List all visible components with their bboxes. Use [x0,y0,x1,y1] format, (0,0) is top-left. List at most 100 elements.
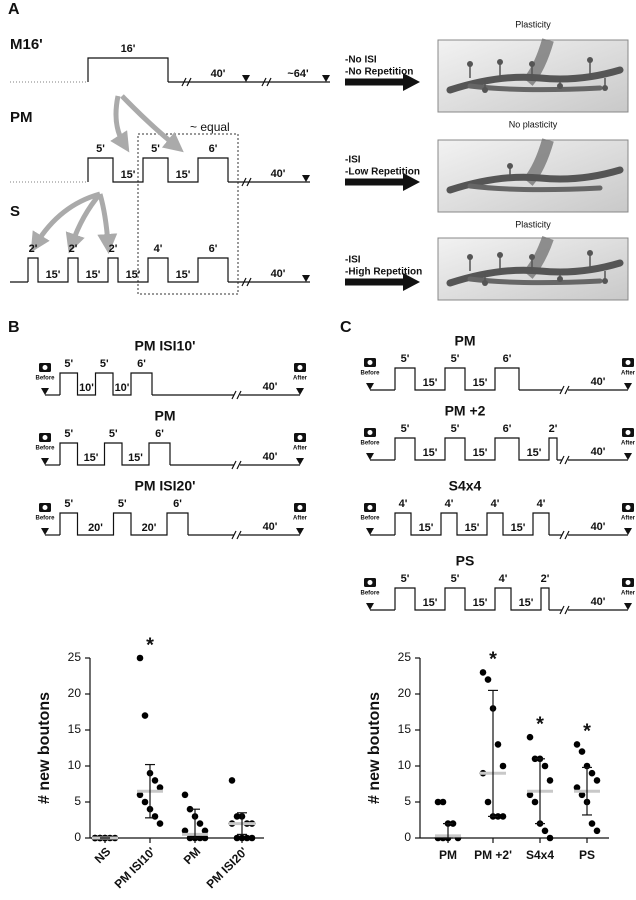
camera-lens [42,435,48,440]
time-marker [242,75,250,82]
pulse-duration: 5' [96,143,105,155]
time-marker [41,388,49,395]
data-point [588,820,596,827]
dendrite [446,259,624,287]
effect-text: -Low Repetition [345,167,420,178]
camera-lens [297,365,303,370]
protocol-trace [87,57,169,82]
interval-duration: 15' [527,447,542,459]
interval-duration: 15' [84,452,99,464]
tail-duration: 40' [271,168,286,180]
protocol-name: M16' [10,36,43,53]
pulse-duration: 5' [109,428,118,440]
interval-duration: 20' [142,522,157,534]
protocol-name: PM [10,109,33,126]
bouton [602,85,608,91]
camera-label: Before [360,371,380,377]
dendrite [467,276,603,286]
protocol-title: PM [455,333,476,349]
data-point [248,834,256,842]
camera-lens [42,365,48,370]
tail-duration: 40' [263,521,278,533]
pulse-duration: 6' [173,498,182,510]
dendrite [467,183,603,193]
pulse-duration: 6' [503,353,512,365]
significance-marker: * [583,721,591,743]
data-point [136,654,144,662]
time-marker [624,453,632,460]
pulse-duration: 5' [151,143,160,155]
camera-lens [297,435,303,440]
pulse-duration: 4' [491,498,500,510]
camera-label: After [293,376,308,382]
bouton [482,87,488,93]
y-tick-label: 10 [398,758,412,772]
data-point [573,741,581,748]
camera-lens [367,505,373,510]
camera-label: After [621,516,636,522]
camera-lens [367,580,373,585]
protocol-title: PM ISI10' [135,338,196,354]
time-marker [624,603,632,610]
interval-duration: 10' [79,382,94,394]
camera-label: After [293,446,308,452]
y-axis-label: # new boutons [36,692,53,804]
tail-duration: 40' [263,451,278,463]
data-point [243,834,251,842]
data-point [588,769,596,777]
interval-duration: 15' [473,377,488,389]
camera-lens [625,430,631,435]
time-marker [41,458,49,465]
bouton [557,83,563,89]
axis-break [564,455,570,465]
protocol-trace [394,367,520,391]
interval-duration: 10' [115,382,130,394]
axis-break [236,460,242,470]
camera-lens [42,505,48,510]
pulse-duration: 5' [401,573,410,585]
pulse-duration: 5' [64,498,73,510]
data-point [439,798,447,806]
derivation-arrows [30,94,184,254]
camera-label: Before [35,516,55,522]
pulse-duration: 2' [69,243,78,255]
x-tick-label: PM ISI20' [204,844,251,891]
protocol-trace [394,587,550,611]
pulse-duration: 5' [451,353,460,365]
camera-lens [625,505,631,510]
pulse-duration: 6' [209,143,218,155]
tail-duration: 40' [263,381,278,393]
protocol-trace [394,512,550,536]
tail-duration: ~64' [287,68,309,80]
data-point [593,777,601,784]
pulse-duration: 4' [537,498,546,510]
camera-label: After [621,441,636,447]
pulse-duration: 6' [155,428,164,440]
time-marker [302,275,310,282]
result-arrowhead [403,173,420,191]
protocol-title: PM [155,408,176,424]
pulse-duration: 6' [209,243,218,255]
data-point [494,741,502,748]
axis-break [564,605,570,615]
break-gap [234,532,240,538]
break-gap [562,532,568,538]
x-tick-label: NS [92,844,114,866]
interval-duration: 15' [423,377,438,389]
significance-marker: * [146,634,154,656]
data-point [201,827,209,835]
y-tick-label: 10 [68,758,82,772]
time-marker [366,603,374,610]
result-arrowhead [403,73,420,91]
pulse-duration: 2' [541,573,550,585]
axis-break [559,455,565,465]
panel-label: C [340,319,352,336]
time-marker [41,528,49,535]
axis-break [564,385,570,395]
outcome: Plasticity [515,219,551,229]
axis-break [231,390,237,400]
interval-duration: 15' [519,597,534,609]
bouton [467,254,473,260]
data-point [541,762,549,770]
camera-label: Before [35,446,55,452]
